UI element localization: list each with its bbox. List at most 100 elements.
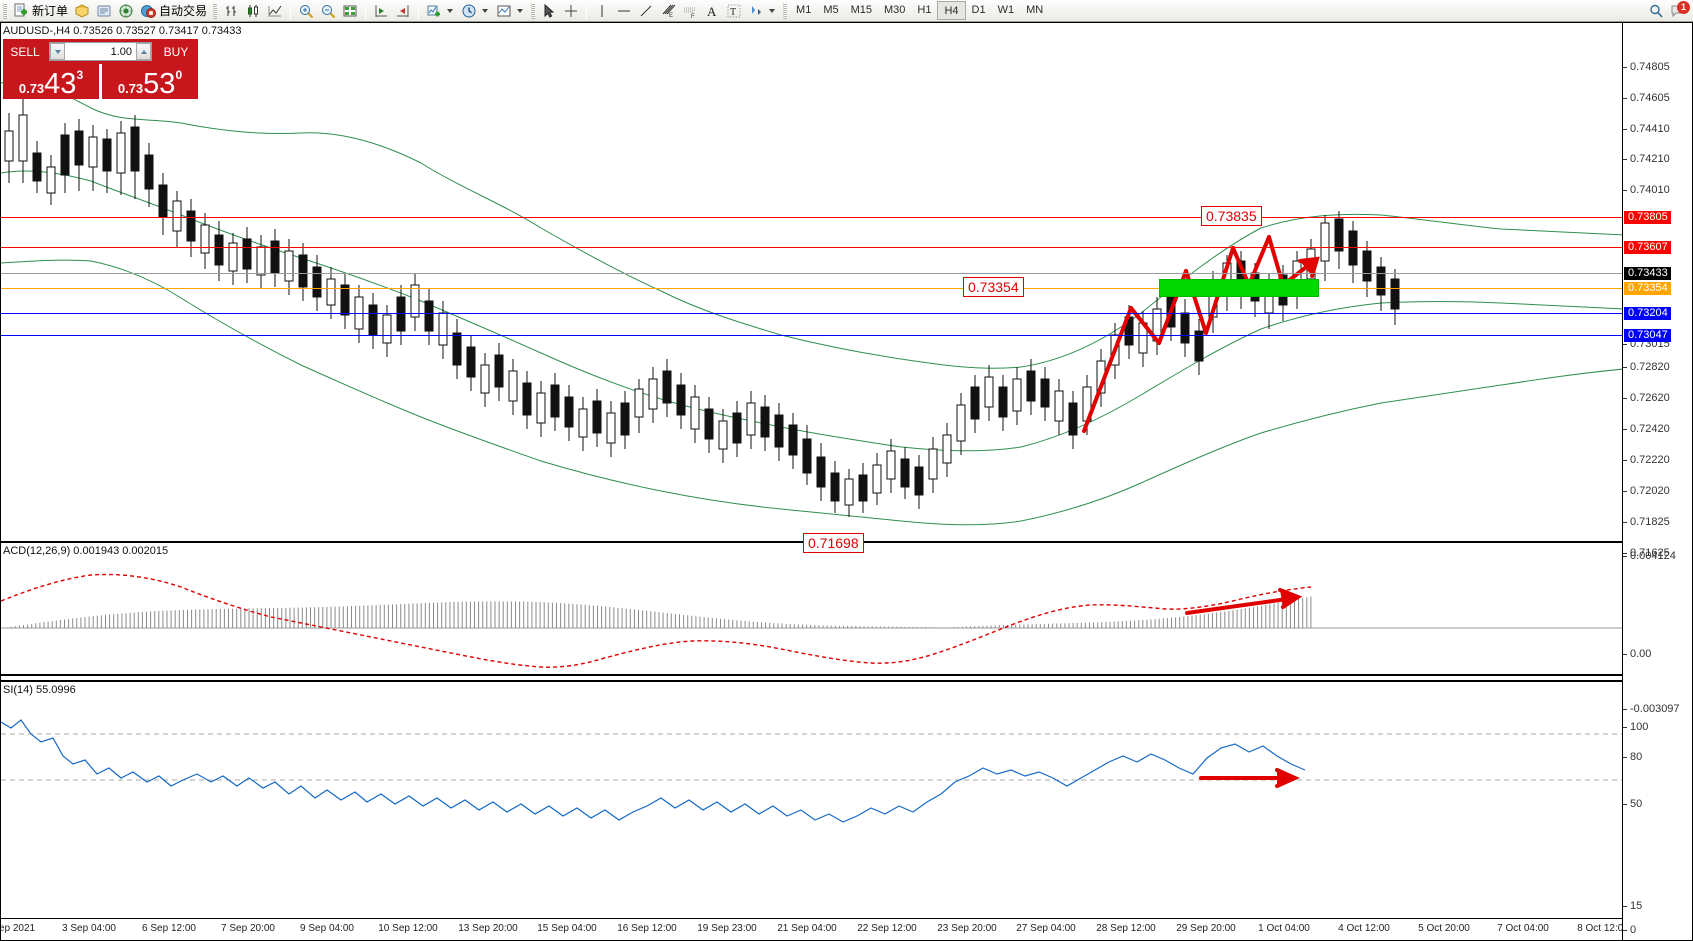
svg-text:F: F [691,14,695,19]
level-0-73354[interactable]: 0.73354 [1624,282,1671,295]
level-0-73607[interactable]: 0.73607 [1624,241,1671,254]
level-0-73433-bid-line [1,273,1622,274]
navigator-button[interactable] [115,1,137,21]
price-scale[interactable]: 0.74805 0.74605 0.74410 0.74210 0.74010 0.730… [1622,23,1692,940]
macd-scale-bottom: -0.003097 [1623,703,1680,715]
vertical-line-button[interactable] [591,1,613,21]
templates-button[interactable] [493,1,528,21]
text-button[interactable]: A [701,1,723,21]
rsi-pane[interactable]: SI(14) 55.0996 [1,680,1622,920]
new-order-label: 新订单 [32,4,69,18]
lot-increase-button[interactable] [136,43,151,60]
rsi-chart-svg [1,719,1622,823]
zoom-in-button[interactable] [295,1,317,21]
price-pane[interactable] [1,23,1622,539]
level-0-73047-line [1,335,1622,336]
channel-button[interactable]: F [679,1,701,21]
new-order-button[interactable]: 新订单 [10,1,71,21]
templates-caret-icon[interactable] [517,8,524,13]
time-tick: 10 Sep 12:00 [378,923,438,934]
level-0-73805[interactable]: 0.73805 [1624,211,1671,224]
rsi-scale-100: 100 [1623,721,1648,733]
timeframe-m1[interactable]: M1 [796,4,812,16]
shift-end-button[interactable] [392,1,414,21]
level-0-73204[interactable]: 0.73204 [1624,307,1671,320]
trendline-icon [638,3,654,19]
macd-scale-top: 0.004124 [1623,550,1676,562]
highlight-zone [1159,279,1319,297]
macd-label: ACD(12,26,9) 0.001943 0.002015 [3,545,169,557]
time-axis[interactable]: ep 2021 3 Sep 04:00 6 Sep 12:00 7 Sep 20:00… [1,918,1692,940]
autotrading-label: 自动交易 [159,4,208,18]
data-window-icon [96,3,112,19]
sell-button[interactable]: SELL [10,44,40,59]
text-label-button[interactable]: T [723,1,745,21]
time-tick: 29 Sep 20:00 [1176,923,1236,934]
timeframe-h4[interactable]: H4 [937,1,966,20]
annotation-level-0-73354[interactable]: 0.73354 [963,277,1024,297]
buy-price-prefix: 0.73 [117,81,144,96]
lot-size-value[interactable]: 1.00 [110,45,132,58]
timeframe-h1[interactable]: H1 [917,4,932,16]
toolbar-grip[interactable] [3,2,7,19]
toolbar-grip-4[interactable] [783,2,788,19]
rsi-scale-0: 0 [1623,924,1636,936]
autotrading-button[interactable]: 自动交易 [137,1,210,21]
cursor-icon [541,3,557,19]
timeframe-d1[interactable]: D1 [971,4,986,16]
toolbar-grip-3[interactable] [531,2,536,19]
timeframe-m5[interactable]: M5 [823,4,839,16]
buy-button[interactable]: BUY [163,44,189,59]
shapes-caret-icon[interactable] [769,8,776,13]
search-button[interactable] [1645,1,1667,21]
macd-arrow [1185,588,1303,615]
timeframe-m30[interactable]: M30 [884,4,906,16]
data-window-button[interactable] [93,1,115,21]
fibonacci-button[interactable]: E [657,1,679,21]
lot-decrease-button[interactable] [50,43,65,60]
level-0-73433-bid[interactable]: 0.73433 [1624,267,1671,280]
timeframe-mn[interactable]: MN [1026,4,1044,16]
annotation-high-0-73835[interactable]: 0.73835 [1201,206,1262,226]
timeframe-m15[interactable]: M15 [850,4,872,16]
lot-size-input[interactable]: 1.00 [49,42,152,61]
trendline-button[interactable] [635,1,657,21]
grid-button[interactable] [339,1,361,21]
profile-button[interactable] [71,1,93,21]
svg-text:A: A [707,4,717,19]
level-0-73805-line [1,217,1622,218]
period-button[interactable] [458,1,493,21]
horizontal-line-button[interactable] [613,1,635,21]
indicators-button[interactable] [423,1,458,21]
chart-window[interactable]: AUDUSD-,H4 0.73526 0.73527 0.73417 0.734… [0,22,1693,941]
level-0-73204-line [1,313,1622,314]
toolbar-grip-2[interactable] [213,2,218,19]
line-chart-button[interactable] [264,1,286,21]
candlestick-chart-button[interactable] [242,1,264,21]
bar-chart-button[interactable] [220,1,242,21]
macd-pane[interactable]: ACD(12,26,9) 0.001943 0.002015 [1,541,1622,676]
buy-price-quote[interactable]: 0.73 53 0 [99,64,198,99]
one-click-trading-panel[interactable]: SELL 1.00 BUY 0.73 43 3 0.73 53 0 [3,39,198,99]
alert-button[interactable]: 1 [1667,0,1690,21]
cursor-button[interactable] [538,1,560,21]
shapes-button[interactable] [745,1,780,21]
timeframe-w1[interactable]: W1 [997,4,1015,16]
bollinger-upper-band [1,79,1622,369]
annotation-low-0-71698[interactable]: 0.71698 [803,533,864,553]
indicators-caret-icon[interactable] [447,8,454,13]
time-tick: 5 Oct 20:00 [1418,923,1470,934]
shapes-icon [748,3,764,19]
level-0-73047[interactable]: 0.73047 [1624,329,1671,342]
navigator-icon [118,3,134,19]
buy-price-big: 53 [143,68,176,100]
crosshair-button[interactable] [560,1,582,21]
zoom-out-button[interactable] [317,1,339,21]
sell-price-quote[interactable]: 0.73 43 3 [3,64,99,99]
toolbar-separator-3 [418,2,420,19]
period-caret-icon[interactable] [482,8,489,13]
buy-price-sup: 0 [175,68,183,82]
level-0-73354-line [1,288,1622,289]
trade-panel-prices: 0.73 43 3 0.73 53 0 [3,64,198,99]
shift-start-button[interactable] [370,1,392,21]
